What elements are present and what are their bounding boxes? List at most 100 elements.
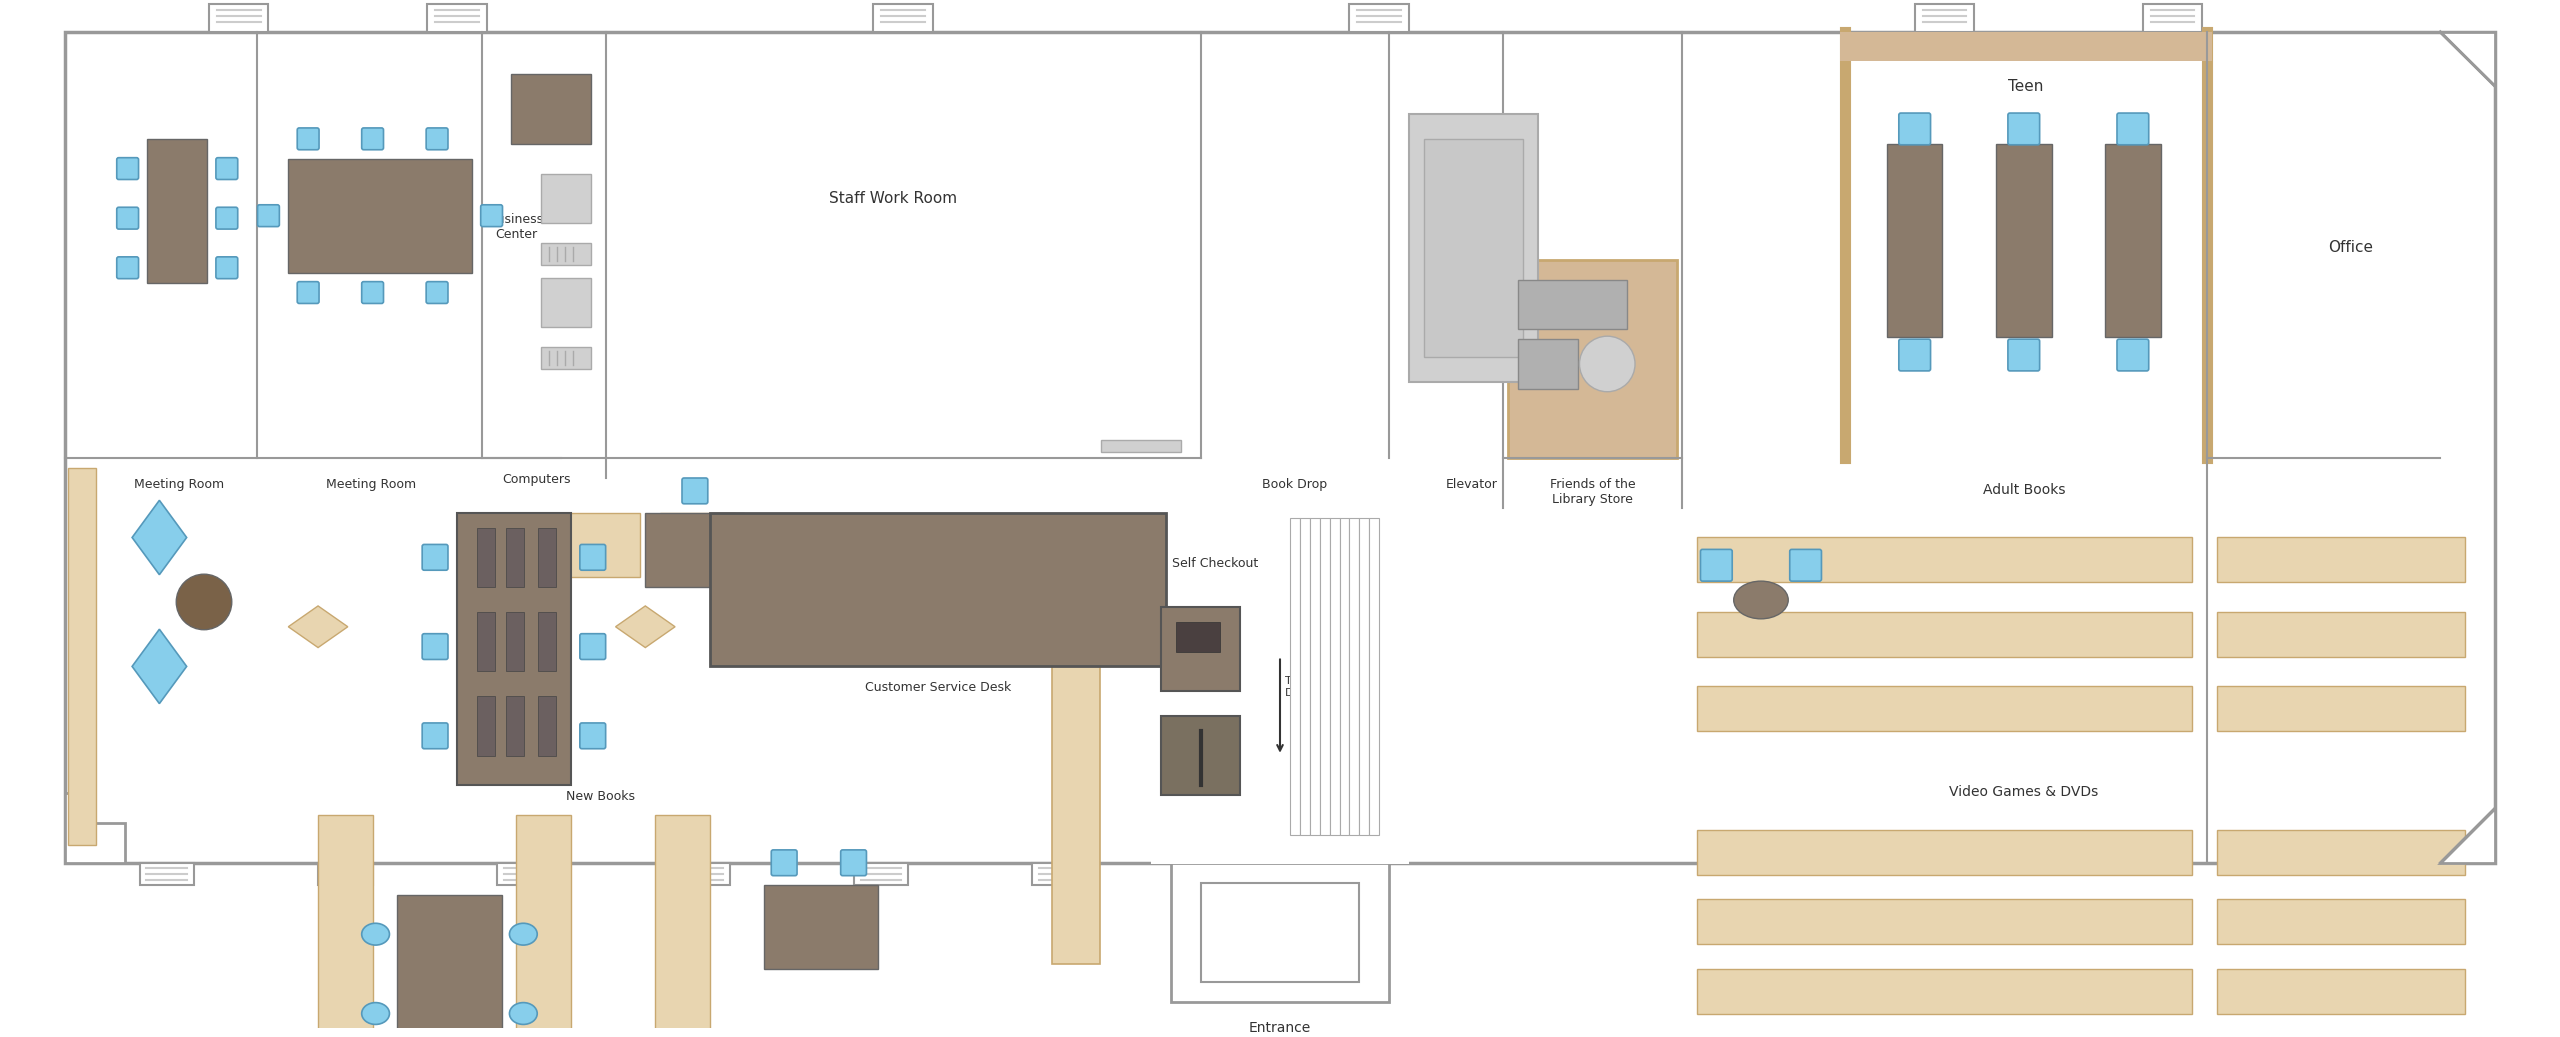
FancyBboxPatch shape xyxy=(215,158,238,179)
Bar xyxy=(476,528,494,587)
Bar xyxy=(1697,537,2191,582)
Bar xyxy=(655,815,709,1037)
Ellipse shape xyxy=(361,923,389,945)
Polygon shape xyxy=(2440,32,2496,86)
Bar xyxy=(507,612,525,671)
FancyBboxPatch shape xyxy=(1789,550,1823,581)
Bar xyxy=(141,863,195,885)
Text: Adult Books: Adult Books xyxy=(1981,483,2066,497)
Bar xyxy=(540,347,591,369)
Bar xyxy=(1175,622,1221,651)
Polygon shape xyxy=(614,606,676,647)
FancyBboxPatch shape xyxy=(481,204,502,227)
Bar xyxy=(64,32,2496,863)
Bar xyxy=(1339,517,1349,835)
Bar xyxy=(566,512,640,578)
Bar xyxy=(1311,517,1318,835)
Bar xyxy=(512,75,591,144)
Bar xyxy=(2217,899,2465,944)
Text: Video Games & DVDs: Video Games & DVDs xyxy=(1948,785,2099,800)
Text: Friends of the
Library Store: Friends of the Library Store xyxy=(1549,478,1636,506)
Ellipse shape xyxy=(1733,581,1789,619)
Bar xyxy=(1052,578,1098,964)
Ellipse shape xyxy=(509,923,538,945)
FancyBboxPatch shape xyxy=(771,850,796,875)
Bar xyxy=(1697,686,2191,731)
FancyBboxPatch shape xyxy=(361,128,384,149)
Text: Holds: Holds xyxy=(1057,557,1093,570)
Polygon shape xyxy=(133,629,187,704)
Bar xyxy=(1032,863,1085,885)
Text: Entrance: Entrance xyxy=(1249,1021,1311,1036)
Text: Teen: Teen xyxy=(2007,80,2043,94)
Bar xyxy=(1329,517,1339,835)
Bar xyxy=(540,278,591,328)
FancyBboxPatch shape xyxy=(1700,550,1733,581)
Bar xyxy=(1162,607,1242,692)
FancyBboxPatch shape xyxy=(581,544,607,570)
Bar xyxy=(456,512,571,785)
Text: To Children's
Department: To Children's Department xyxy=(1285,676,1357,698)
Text: Self Checkout: Self Checkout xyxy=(1172,557,1260,570)
Bar xyxy=(2143,4,2202,32)
FancyBboxPatch shape xyxy=(422,634,448,660)
Bar xyxy=(1359,517,1370,835)
Text: Magazines & Newspapers: Magazines & Newspapers xyxy=(79,577,92,737)
Polygon shape xyxy=(289,606,348,647)
Bar xyxy=(2217,969,2465,1013)
Bar xyxy=(676,863,730,885)
Bar xyxy=(1349,517,1359,835)
Polygon shape xyxy=(2440,808,2496,863)
Bar xyxy=(660,512,735,578)
Bar xyxy=(1887,144,1943,337)
FancyBboxPatch shape xyxy=(297,128,320,149)
Bar xyxy=(873,4,932,32)
Bar xyxy=(765,885,878,969)
Bar xyxy=(709,512,1165,667)
FancyBboxPatch shape xyxy=(361,282,384,304)
FancyBboxPatch shape xyxy=(118,158,138,179)
Polygon shape xyxy=(64,793,125,863)
FancyBboxPatch shape xyxy=(297,282,320,304)
Ellipse shape xyxy=(361,1003,389,1025)
Bar xyxy=(1997,144,2051,337)
Bar xyxy=(1508,260,1677,458)
FancyBboxPatch shape xyxy=(425,128,448,149)
Bar xyxy=(1370,517,1380,835)
Bar xyxy=(1300,517,1311,835)
Bar xyxy=(1697,830,2191,874)
Bar xyxy=(1101,441,1180,452)
Bar xyxy=(497,863,550,885)
Circle shape xyxy=(1580,336,1636,392)
FancyBboxPatch shape xyxy=(422,723,448,749)
Bar xyxy=(1318,517,1329,835)
Bar xyxy=(69,468,95,845)
Text: Staff Work Room: Staff Work Room xyxy=(829,191,957,205)
Bar xyxy=(645,512,745,587)
FancyBboxPatch shape xyxy=(681,478,707,504)
FancyBboxPatch shape xyxy=(581,723,607,749)
Bar xyxy=(1290,517,1300,835)
Text: Meeting Room: Meeting Room xyxy=(133,478,225,491)
Bar xyxy=(317,863,374,885)
Text: Office: Office xyxy=(2330,241,2373,255)
Text: Book Drop: Book Drop xyxy=(1262,478,1329,491)
Bar xyxy=(397,895,502,1037)
Bar xyxy=(317,815,374,1037)
FancyBboxPatch shape xyxy=(215,257,238,279)
Bar xyxy=(540,243,591,264)
Bar xyxy=(476,696,494,756)
Bar xyxy=(1697,899,2191,944)
Bar xyxy=(1170,863,1390,1002)
Bar xyxy=(2104,144,2161,337)
FancyBboxPatch shape xyxy=(840,850,865,875)
Bar xyxy=(476,612,494,671)
Bar xyxy=(1697,612,2191,656)
Bar xyxy=(1423,139,1523,357)
Bar xyxy=(538,528,556,587)
Bar xyxy=(1152,861,1408,864)
Bar xyxy=(1915,4,1974,32)
FancyBboxPatch shape xyxy=(581,634,607,660)
Text: Customer Service Desk: Customer Service Desk xyxy=(865,681,1011,695)
Bar xyxy=(1162,716,1242,795)
